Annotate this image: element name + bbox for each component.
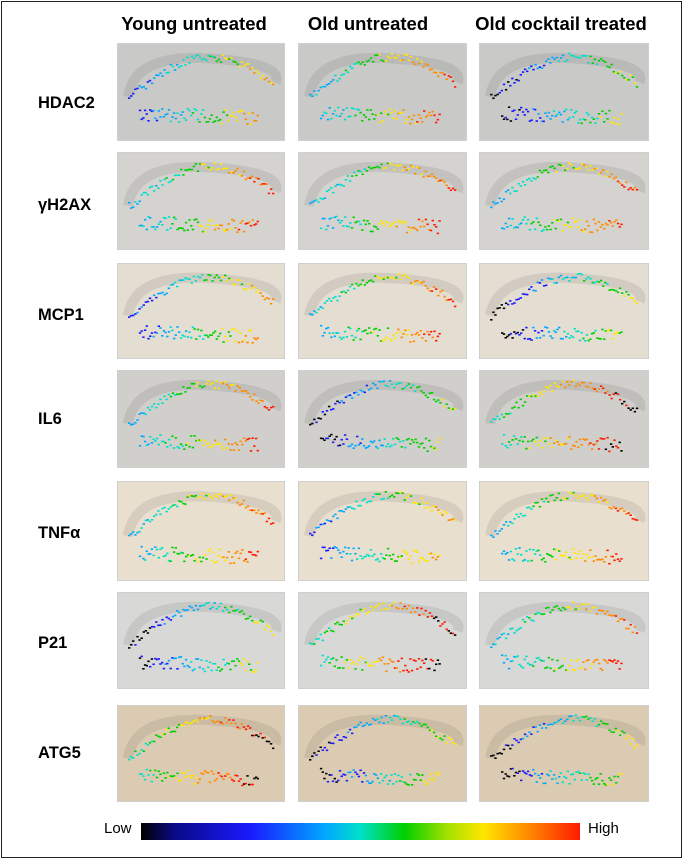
row-label-mcp1: MCP1 [38,306,84,324]
micrograph-il6-young-untreated [117,370,285,468]
micrograph-atg5-old-untreated [298,705,467,802]
micrograph-p21-young-untreated [117,592,285,689]
micrograph-hdac2-young-untreated [117,43,285,141]
legend-high-label: High [588,820,619,837]
micrograph-tnf--young-untreated [117,481,285,581]
row-label-p21: P21 [38,634,68,652]
column-header-old-cocktail-treated: Old cocktail treated [475,13,647,34]
row-label-atg5: ATG5 [38,744,81,762]
row-label-tnfa: TNFα [38,524,81,542]
micrograph--h2ax-old-untreated [298,152,467,250]
row-label-il6: IL6 [38,410,62,428]
colorscale-bar [141,823,580,840]
micrograph-tnf--old-untreated [298,481,467,581]
row-label-hdac2: HDAC2 [38,94,95,112]
legend-low-label: Low [104,820,132,837]
micrograph-mcp1-old-untreated [298,263,467,359]
row-label-h2ax: γH2AX [38,196,92,214]
micrograph-il6-old-untreated [298,370,467,468]
micrograph--h2ax-young-untreated [117,152,285,250]
micrograph-hdac2-old-cocktail-treated [479,43,649,141]
micrograph--h2ax-old-cocktail-treated [479,152,649,250]
micrograph-mcp1-young-untreated [117,263,285,359]
micrograph-tnf--old-cocktail-treated [479,481,649,581]
micrograph-il6-old-cocktail-treated [479,370,649,468]
micrograph-atg5-old-cocktail-treated [479,705,649,802]
micrograph-hdac2-old-untreated [298,43,467,141]
column-header-old-untreated: Old untreated [307,13,429,34]
column-header-young-untreated: Young untreated [121,13,267,34]
micrograph-p21-old-untreated [298,592,467,689]
micrograph-p21-old-cocktail-treated [479,592,649,689]
micrograph-atg5-young-untreated [117,705,285,802]
micrograph-mcp1-old-cocktail-treated [479,263,649,359]
